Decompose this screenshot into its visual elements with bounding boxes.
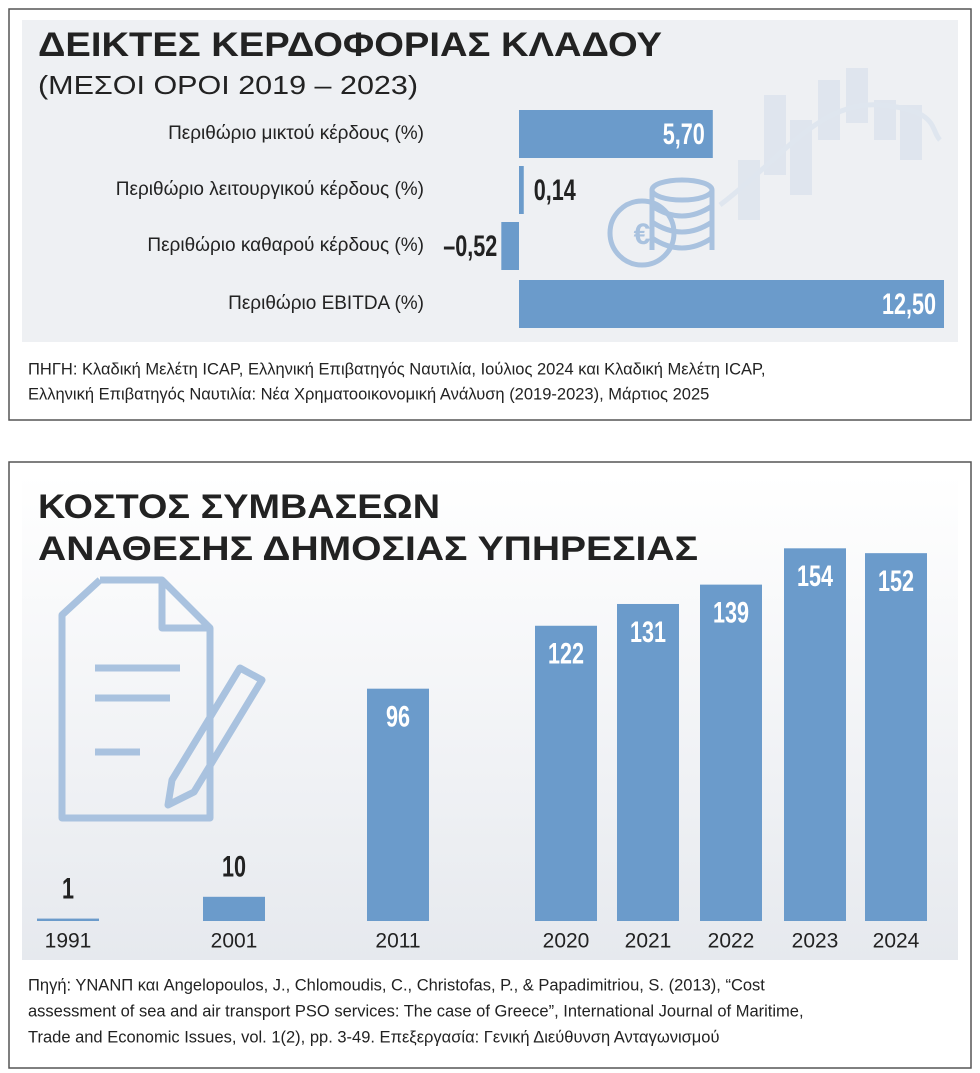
source-note: assessment of sea and air transport PSO … — [28, 1002, 804, 1020]
chart-title: ΑΝΑΘΕΣΗΣ ΔΗΜΟΣΙΑΣ ΥΠΗΡΕΣΙΑΣ — [38, 530, 698, 568]
x-tick-label: 2020 — [543, 930, 590, 953]
value-label: 122 — [548, 636, 584, 670]
coins-icon — [607, 177, 715, 268]
value-label: 154 — [797, 559, 833, 593]
decoration — [738, 68, 922, 220]
bar — [700, 584, 762, 921]
value-label: 1 — [62, 871, 74, 905]
category-label: Περιθώριο λειτουργικού κέρδους (%) — [116, 179, 424, 200]
x-tick-label: 2021 — [625, 930, 672, 953]
bar — [535, 625, 597, 921]
category-label: Περιθώριο καθαρού κέρδους (%) — [147, 235, 424, 256]
value-label: 10 — [222, 849, 246, 883]
value-label: 12,50 — [882, 286, 936, 320]
value-label: 5,70 — [663, 116, 705, 150]
bar — [203, 896, 265, 921]
document-icon — [58, 576, 266, 822]
value-label: –0,52 — [443, 228, 497, 262]
category-label: Περιθώριο μικτού κέρδους (%) — [168, 123, 424, 144]
x-tick-label: 2011 — [375, 930, 420, 953]
category-label: Περιθώριο EBITDA (%) — [228, 293, 424, 314]
x-tick-label: 2023 — [792, 930, 839, 953]
source-note: Πηγή: ΥΝΑΝΠ και Angelopoulos, J., Chlomo… — [28, 976, 765, 994]
bar — [865, 553, 927, 921]
x-tick-label: 2022 — [708, 930, 755, 953]
x-tick-label: 1991 — [45, 930, 92, 953]
source-note: ΠΗΓΗ: Κλαδική Μελέτη ICAP, Ελληνική Επιβ… — [28, 360, 765, 378]
chart-title: ΔΕΙΚΤΕΣ ΚΕΡΔΟΦΟΡΙΑΣ ΚΛΑΔΟΥ — [38, 26, 662, 64]
chart-title: ΚΟΣΤΟΣ ΣΥΜΒΑΣΕΩΝ — [38, 488, 440, 526]
bar — [519, 110, 713, 158]
bar — [367, 688, 429, 921]
x-tick-label: 2001 — [211, 930, 258, 953]
value-label: 139 — [713, 595, 749, 629]
value-label: 0,14 — [534, 172, 576, 206]
x-tick-label: 2024 — [873, 930, 920, 953]
euro-icon: € — [634, 218, 651, 251]
bar — [501, 222, 519, 270]
source-note: Trade and Economic Issues, vol. 1(2), pp… — [28, 1028, 720, 1046]
bar — [617, 603, 679, 921]
value-label: 96 — [386, 699, 410, 733]
bar — [784, 548, 846, 921]
bar — [519, 166, 524, 214]
value-label: 152 — [878, 564, 914, 598]
bar — [37, 918, 99, 921]
chart-subtitle: (ΜΕΣΟΙ ΟΡΟΙ 2019 – 2023) — [38, 70, 418, 100]
source-note: Ελληνική Επιβατηγός Ναυτιλία: Νέα Χρηματ… — [28, 385, 709, 403]
value-label: 131 — [630, 614, 666, 648]
decoration — [718, 102, 942, 207]
bar — [519, 280, 944, 328]
